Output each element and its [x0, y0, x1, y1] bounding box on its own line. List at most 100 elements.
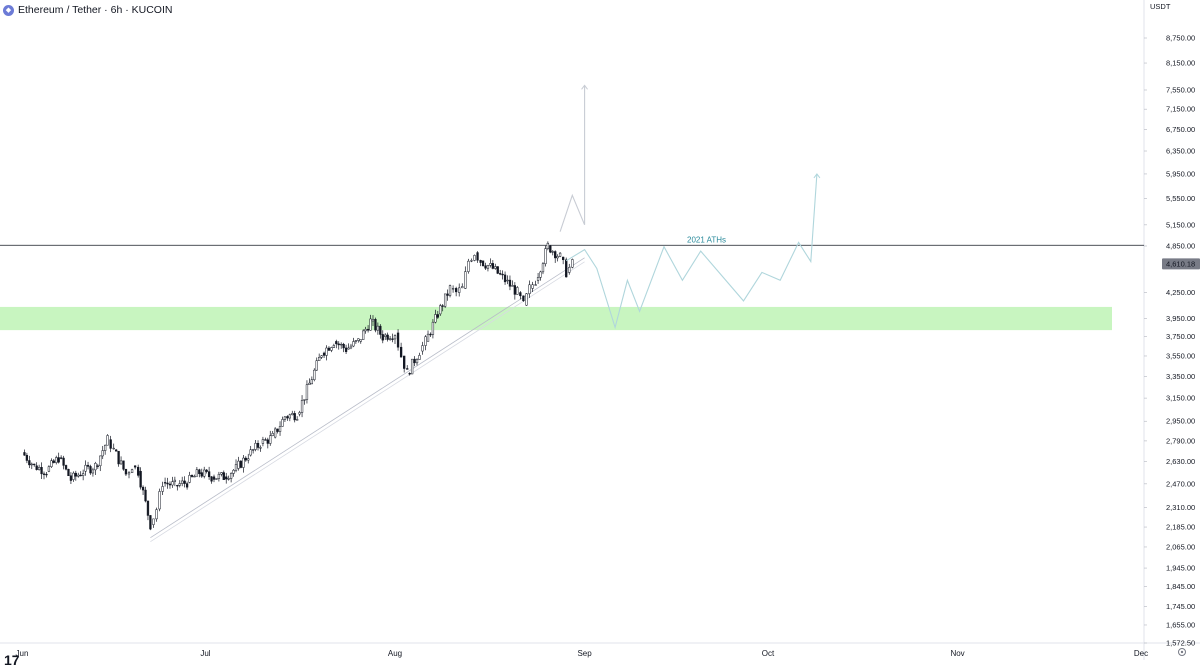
price-tick-label: 3,150.00 — [1166, 394, 1195, 403]
candle-body — [227, 478, 230, 480]
candle-body — [195, 469, 199, 477]
candle-body — [200, 472, 203, 477]
candle-body — [544, 248, 547, 265]
candle-body — [426, 333, 430, 342]
candle-body — [254, 442, 257, 450]
price-tick-label: 3,750.00 — [1166, 332, 1195, 341]
candle-body — [232, 469, 235, 474]
ath-label: 2021 ATHs — [687, 235, 726, 244]
candle-body — [300, 399, 304, 413]
tradingview-logo-icon: 17 — [4, 652, 20, 668]
candle-body — [424, 336, 427, 346]
price-tick-label: 2,630.00 — [1166, 457, 1195, 466]
price-tick-label: 8,150.00 — [1166, 59, 1195, 68]
candle-body — [364, 328, 367, 332]
candle-body — [229, 473, 233, 479]
price-tick-label: 7,550.00 — [1166, 85, 1195, 94]
candle-body — [133, 465, 137, 468]
candle-body — [161, 486, 164, 492]
candle-body — [293, 413, 296, 421]
price-tick-label: 6,750.00 — [1166, 125, 1195, 134]
candle-body — [281, 419, 284, 427]
price-tick-label: 2,950.00 — [1166, 417, 1195, 426]
candle-body — [104, 444, 107, 451]
candle-body — [332, 345, 336, 348]
candle-body — [296, 419, 299, 421]
candle-body — [42, 473, 46, 475]
gear-icon[interactable] — [1178, 648, 1186, 656]
candle-body — [210, 476, 213, 482]
candle-body — [155, 509, 158, 520]
candle-body — [139, 470, 142, 488]
price-tick-label: 8,750.00 — [1166, 34, 1195, 43]
candle-body — [344, 347, 348, 352]
candle-body — [461, 286, 464, 289]
candle-body — [443, 293, 447, 307]
candle-body — [298, 412, 301, 415]
candle-body — [212, 476, 216, 480]
candle-body — [106, 435, 109, 446]
candle-body — [408, 373, 411, 375]
candle-body — [239, 460, 243, 468]
trendline-upper — [150, 257, 585, 539]
candle-body — [259, 447, 262, 449]
candle-body — [491, 263, 494, 269]
candle-body — [513, 285, 516, 295]
candle-body — [494, 266, 497, 269]
candle-body — [244, 457, 247, 461]
candle-body — [539, 271, 542, 278]
candle-body — [137, 466, 140, 476]
candle-body — [130, 469, 134, 473]
candle-body — [94, 463, 97, 471]
candle-body — [152, 518, 155, 525]
price-tick-label: 1,655.00 — [1166, 620, 1195, 629]
candle-body — [149, 515, 152, 530]
candle-body — [349, 345, 353, 349]
candle-body — [271, 433, 274, 436]
candle-body — [101, 450, 104, 457]
candle-body — [303, 399, 306, 401]
candle-body — [508, 279, 512, 287]
price-tick-label: 3,550.00 — [1166, 351, 1195, 360]
candle-body — [269, 435, 272, 444]
candle-body — [23, 452, 26, 456]
candle-body — [52, 460, 55, 463]
candle-body — [554, 251, 557, 259]
candle-body — [168, 483, 172, 486]
candle-body — [144, 489, 147, 502]
candle-body — [96, 465, 99, 467]
candle-body — [35, 465, 38, 470]
price-tick-label: 2,790.00 — [1166, 436, 1195, 445]
candle-body — [421, 345, 424, 352]
candle-body — [91, 469, 95, 474]
candle-body — [330, 347, 333, 351]
candle-body — [264, 439, 267, 441]
candle-body — [347, 347, 350, 350]
projection-2-arrow-icon — [581, 84, 588, 90]
candle-body — [45, 473, 48, 476]
support-zone — [0, 306, 1112, 331]
candle-body — [55, 457, 58, 463]
candle-body — [166, 482, 169, 485]
currency-label[interactable]: USDT — [1150, 2, 1171, 11]
candle-body — [318, 357, 321, 361]
candle-body — [458, 287, 461, 293]
candle-body — [467, 260, 470, 272]
candle-body — [384, 334, 387, 337]
candle-body — [371, 319, 375, 322]
candle-body — [546, 242, 550, 249]
candle-body — [429, 333, 432, 336]
candle-body — [413, 358, 416, 364]
time-axis-label: Aug — [388, 649, 402, 658]
candle-body — [476, 252, 479, 261]
candle-body — [501, 273, 504, 276]
candle-body — [249, 449, 252, 456]
candle-body — [441, 305, 444, 307]
candle-body — [556, 256, 559, 259]
price-tick-label: 1,572.50 — [1166, 639, 1195, 648]
candle-body — [33, 463, 36, 466]
candle-body — [499, 273, 502, 275]
candle-body — [381, 334, 384, 341]
candle-body — [496, 266, 499, 274]
